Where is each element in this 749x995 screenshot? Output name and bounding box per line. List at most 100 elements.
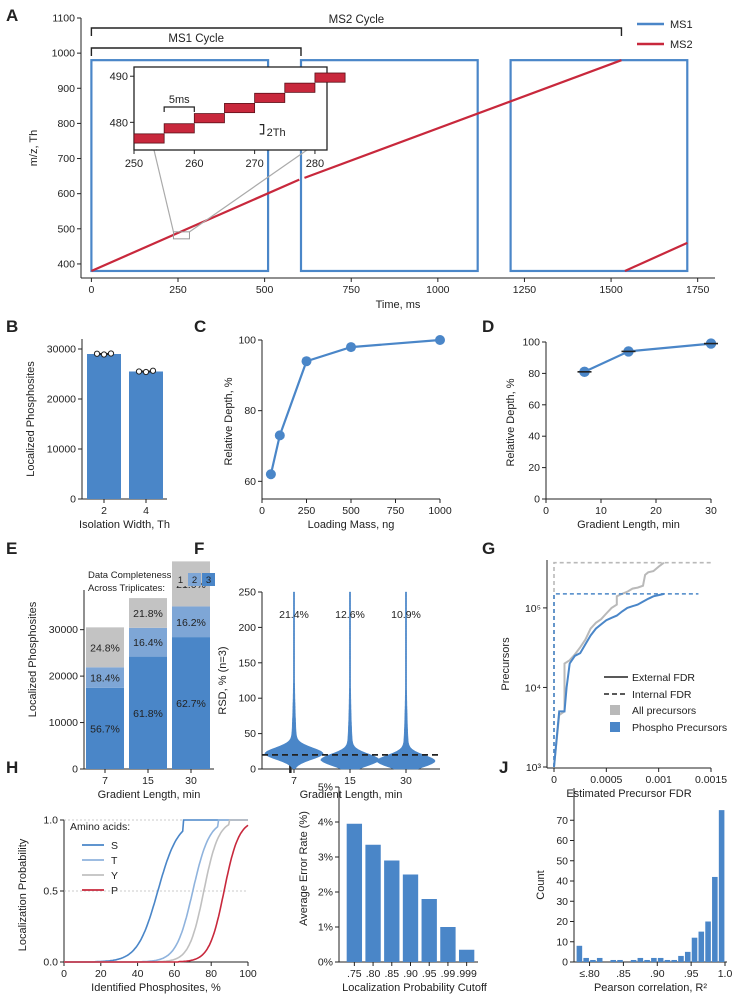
y-tick-label: 70 xyxy=(556,815,568,827)
x-tick-label: 15 xyxy=(344,775,356,787)
y-tick-label: 50 xyxy=(244,728,256,740)
y-tick-label: 20 xyxy=(556,916,568,928)
x-tick-label: .90 xyxy=(650,968,665,980)
x-tick-label: 0.0015 xyxy=(695,774,727,786)
replicate-point xyxy=(142,368,150,376)
legend-title-line-2: Across Triplicates: xyxy=(88,583,165,594)
y-tick-label: 250 xyxy=(238,587,256,599)
x-tick-label: 750 xyxy=(387,505,405,517)
y-tick-label: 0% xyxy=(318,957,333,969)
y-tick-label: 400 xyxy=(57,258,75,270)
y-tick-label: 150 xyxy=(238,657,256,669)
x-tick-label: 15 xyxy=(142,775,154,787)
legend-key-label: 1 xyxy=(178,575,183,586)
x-axis-title: Gradient Length, min xyxy=(98,789,201,801)
data-point xyxy=(346,342,356,353)
data-point xyxy=(265,469,276,480)
histogram-bar xyxy=(657,957,664,962)
bar xyxy=(129,371,163,499)
histogram-bar xyxy=(651,957,657,962)
legend-key-swatch xyxy=(174,573,187,586)
histogram-bar xyxy=(684,951,691,962)
histogram-bar xyxy=(671,959,677,962)
legend-external-label: External FDR xyxy=(632,672,695,684)
y-tick-label: 5% xyxy=(318,782,333,794)
segment-percent-label: 21.8% xyxy=(133,608,163,620)
histogram-bar xyxy=(583,957,589,962)
x-tick-label: 7 xyxy=(291,775,297,787)
y-axis-title: Precursors xyxy=(500,637,512,691)
x-axis-title: Localization Probability Cutoff xyxy=(342,982,488,994)
y-tick-label: 0 xyxy=(562,957,568,969)
histogram-bar xyxy=(718,810,725,962)
stacked-bar-segment xyxy=(129,656,167,769)
bar xyxy=(346,823,363,962)
x-tick-label: .95 xyxy=(684,968,699,980)
bar xyxy=(384,860,400,962)
series-line xyxy=(269,338,441,475)
x-axis-title: Loading Mass, ng xyxy=(308,519,395,531)
replicate-point xyxy=(135,368,143,375)
legend-label-p: P xyxy=(111,885,118,897)
y-tick-label: 80 xyxy=(528,368,540,380)
x-tick-label: 0.001 xyxy=(646,774,672,786)
inset-x-tick-label: 280 xyxy=(306,158,324,170)
ms2-segment xyxy=(624,241,688,272)
histogram-bar xyxy=(691,937,698,962)
inset-ms2-window xyxy=(163,123,195,134)
legend-label-ms2: MS2 xyxy=(670,39,693,51)
bar xyxy=(402,874,419,962)
bar xyxy=(421,899,437,962)
series-line xyxy=(584,342,712,373)
x-axis-title: Isolation Width, Th xyxy=(79,519,170,531)
stacked-bar-segment xyxy=(129,627,167,657)
ms1-cycle-label: MS1 Cycle xyxy=(168,33,224,45)
x-axis-title: Identified Phosphosites, % xyxy=(91,982,221,994)
y-tick-label: 100 xyxy=(238,693,256,705)
x-tick-label: 1250 xyxy=(513,284,537,296)
legend-label-ms1: MS1 xyxy=(670,19,693,31)
legend-key-label: 2 xyxy=(192,575,197,586)
ms1-cycle-bracket xyxy=(90,47,302,56)
ms2-segment xyxy=(90,178,300,272)
y-tick-label: 40 xyxy=(528,431,540,443)
ms2-cycle-label: MS2 Cycle xyxy=(329,14,385,26)
zoom-connector xyxy=(153,149,175,232)
series-line-external xyxy=(553,592,665,768)
x-tick-label: 30 xyxy=(705,505,717,517)
y-tick-label: 0 xyxy=(534,494,540,506)
ms2-segment xyxy=(304,59,622,179)
segment-percent-label: 16.2% xyxy=(176,617,206,629)
inset-time-bracket xyxy=(163,106,195,112)
inset-y-tick-label: 480 xyxy=(110,117,128,129)
x-tick-label: 0 xyxy=(259,505,265,517)
stacked-bar-segment xyxy=(172,606,210,638)
data-point xyxy=(301,356,312,367)
y-tick-label: 100 xyxy=(238,335,256,347)
panel-letter-j: J xyxy=(499,758,508,777)
x-tick-label: .95 xyxy=(422,968,437,980)
stacked-bar-segment xyxy=(86,687,124,769)
segment-percent-label: 18.4% xyxy=(90,673,120,685)
y-tick-label: 1.0 xyxy=(43,815,58,827)
y-tick-label: 1000 xyxy=(52,48,76,60)
y-tick-label: 40 xyxy=(556,876,568,888)
legend-key-label: 3 xyxy=(206,575,211,586)
violin xyxy=(320,591,380,770)
histogram-bar xyxy=(712,876,718,962)
y-tick-label: 100 xyxy=(522,337,540,349)
y-axis-title: Average Error Rate (%) xyxy=(298,811,310,926)
y-tick-label: 0.0 xyxy=(43,957,58,969)
legend-label-s: S xyxy=(111,840,118,852)
inset-time-label: 5ms xyxy=(169,94,190,106)
x-axis-title: Gradient Length, min xyxy=(300,789,403,801)
bar xyxy=(365,844,381,962)
legend-all-label: All precursors xyxy=(632,705,696,717)
y-tick-label: 30 xyxy=(556,896,568,908)
legend-title: Amino acids: xyxy=(70,821,130,833)
segment-percent-label: 61.8% xyxy=(133,708,163,720)
bar xyxy=(440,927,456,962)
y-tick-label: 0 xyxy=(72,764,78,776)
histogram-bar xyxy=(590,959,596,962)
ms1-cycle-box xyxy=(90,59,270,273)
